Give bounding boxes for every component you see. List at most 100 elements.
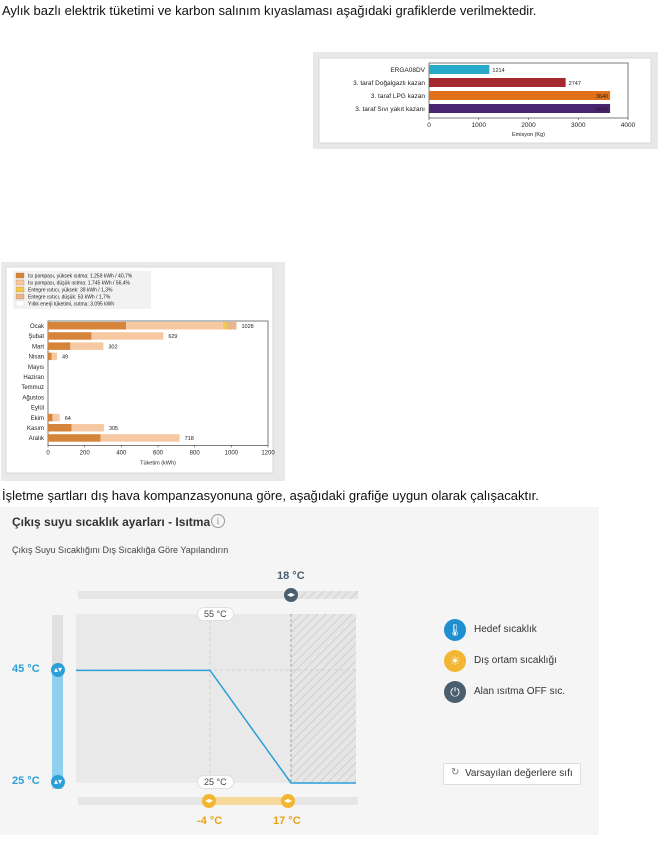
reset-defaults-button[interactable]: ↻ Varsayılan değerlere sıfı [443, 763, 581, 785]
consumption-chart-figure: Isı pompası, yüksek ısıtma: 1.259 kWh / … [1, 262, 285, 481]
emissions-category-label: 3. taraf LPG kazan [371, 93, 426, 100]
water-low-knob[interactable]: ▴▾ [51, 775, 65, 789]
emissions-value-label: 1214 [492, 68, 504, 74]
consumption-bar-segment [48, 413, 53, 422]
consumption-bar-segment [71, 424, 104, 432]
consumption-bar-segment [51, 352, 57, 361]
consumption-tick-label: 1000 [225, 450, 239, 456]
month-label: Mart [32, 344, 44, 350]
emissions-tick-label: 2000 [521, 122, 536, 129]
sun-cloud-icon: ☀ [444, 650, 466, 672]
consumption-bar-segment [226, 322, 237, 330]
emissions-category-label: ERGA08DV [390, 67, 425, 74]
power-icon: ⏻ [444, 681, 466, 703]
consumption-x-axis-label: Tüketim (kWh) [140, 460, 176, 466]
outdoor-low-value: -4 °C [197, 815, 223, 827]
max-water-temp-tag: 55 °C [197, 607, 234, 621]
emissions-value-label: 2747 [569, 81, 581, 87]
legend-label-off: Alan ısıtma OFF sıc. [474, 686, 566, 697]
emissions-bar [429, 91, 611, 100]
reset-icon: ↻ [451, 767, 460, 778]
emissions-bar [429, 104, 611, 113]
consumption-bar-segment [126, 322, 223, 330]
consumption-tick-label: 800 [190, 450, 201, 456]
consumption-total-label: 64 [65, 416, 71, 422]
legend-entry: Isı pompası, yüksek ısıtma: 1.259 kWh / … [28, 274, 133, 280]
heating-settings-panel: Çıkış suyu sıcaklık ayarları - Isıtma i … [0, 507, 599, 835]
consumption-bar-segment [100, 434, 180, 442]
consumption-total-label: 302 [108, 344, 117, 350]
off-temp-knob[interactable]: ◂▸ [284, 588, 298, 602]
water-high-knob[interactable]: ▴▾ [51, 663, 65, 677]
month-label: Haziran [23, 375, 44, 381]
outdoor-high-value: 17 °C [273, 815, 301, 827]
emissions-tick-label: 0 [427, 122, 431, 129]
month-label: Ekim [31, 416, 44, 422]
consumption-bar-segment [48, 342, 71, 350]
legend-swatch [15, 279, 25, 286]
consumption-tick-label: 400 [116, 450, 127, 456]
legend-swatch [15, 286, 25, 293]
emissions-x-axis-label: Emisyon (Kg) [512, 132, 545, 138]
consumption-total-label: 1028 [241, 324, 253, 330]
legend-entry: Entegre ısıtıcı, düşük: 53 kWh / 1,7% [28, 295, 111, 301]
month-label: Mayıs [28, 365, 44, 371]
month-label: Ocak [30, 324, 45, 330]
panel-title: Çıkış suyu sıcaklık ayarları - Isıtma [12, 515, 211, 529]
consumption-bar-segment [48, 332, 92, 340]
legend-swatch [15, 272, 25, 279]
consumption-tick-label: 200 [80, 450, 91, 456]
legend-label-target: Hedef sıcaklık [474, 624, 537, 635]
month-label: Ağustos [22, 395, 44, 401]
outdoor-low-knob[interactable]: ◂▸ [202, 794, 216, 808]
emissions-bar [429, 65, 490, 74]
water-low-value: 25 °C [12, 775, 40, 787]
consumption-bar-segment [48, 424, 72, 432]
legend-label-outdoor: Dış ortam sıcaklığı [474, 655, 557, 666]
heating-curve-graph [52, 591, 358, 805]
consumption-bar-segment [48, 434, 101, 442]
off-temp-slider-track[interactable] [78, 591, 358, 599]
consumption-bar-segment [52, 413, 60, 422]
consumption-bar-segment [91, 332, 164, 340]
legend-entry: Entegre ısıtıcı, yüksek: 39 kWh / 1,3% [28, 288, 113, 294]
legend-entry: Isı pompası, düşük ısıtma: 1.745 kWh / 5… [28, 281, 131, 287]
month-label: Aralık [29, 436, 45, 442]
panel-subtitle: Çıkış Suyu Sıcaklığını Dış Sıcaklığa Gör… [12, 545, 229, 555]
outdoor-high-knob[interactable]: ◂▸ [281, 794, 295, 808]
emissions-tick-label: 3000 [571, 122, 586, 129]
consumption-bar-segment [48, 322, 127, 330]
operation-paragraph: İşletme şartları dış hava kompanzasyonun… [2, 488, 539, 503]
min-water-temp-tag: 25 °C [197, 775, 234, 789]
legend-swatch [15, 293, 25, 300]
consumption-bar-segment [222, 322, 227, 330]
emissions-category-label: 3. taraf Doğalgazlı kazan [353, 80, 425, 87]
emissions-value-label: 3640 [596, 107, 608, 113]
emissions-value-label: 3640 [596, 94, 608, 100]
emissions-bar [429, 78, 566, 87]
legend-swatch [15, 300, 25, 307]
consumption-tick-label: 600 [153, 450, 164, 456]
heating-curve-line [76, 669, 356, 784]
emissions-chart-figure: ERGA08DV 1214 3. taraf Doğalgazlı kazan 274… [313, 52, 658, 149]
legend-note: Yıllık enerji tüketimi, ısıtma: 3.095 kW… [28, 302, 114, 308]
off-temp-value: 18 °C [277, 570, 305, 582]
consumption-chart: Isı pompası, yüksek ısıtma: 1.259 kWh / … [1, 262, 285, 481]
consumption-bar-segment [48, 352, 52, 361]
reset-button-label: Varsayılan değerlere sıfı [465, 768, 573, 779]
water-high-value: 45 °C [12, 663, 40, 675]
month-label: Kasım [27, 426, 44, 432]
info-icon[interactable]: i [211, 514, 225, 528]
emissions-category-label: 3. taraf Sıvı yakıt kazanı [355, 106, 425, 113]
emissions-tick-label: 4000 [621, 122, 636, 129]
consumption-total-label: 305 [109, 426, 118, 432]
month-label: Nisan [29, 355, 44, 361]
month-label: Şubat [28, 334, 44, 340]
month-label: Temmuz [21, 385, 44, 391]
consumption-total-label: 49 [62, 355, 68, 361]
month-label: Eylül [31, 406, 44, 412]
consumption-tick-label: 1200 [261, 450, 275, 456]
intro-paragraph: Aylık bazlı elektrik tüketimi ve karbon … [2, 3, 537, 18]
consumption-total-label: 718 [185, 436, 194, 442]
emissions-tick-label: 1000 [472, 122, 487, 129]
